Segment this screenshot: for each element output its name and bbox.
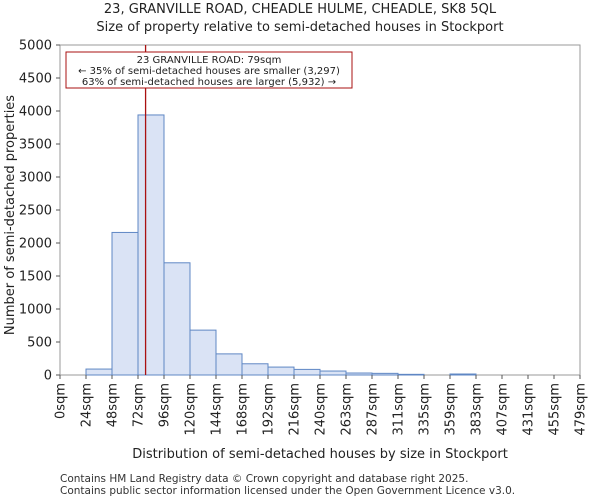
y-tick-label: 3500 bbox=[19, 138, 52, 153]
x-tick-label: 144sqm bbox=[210, 383, 225, 436]
x-tick-label: 335sqm bbox=[418, 383, 433, 436]
histogram-bar bbox=[397, 373, 425, 376]
annotation-line-1: 23 GRANVILLE ROAD: 79sqm bbox=[137, 55, 282, 66]
x-tick-label: 216sqm bbox=[288, 383, 303, 436]
annotation-line-3: 63% of semi-detached houses are larger (… bbox=[82, 77, 336, 88]
histogram-bar bbox=[137, 114, 165, 376]
chart-title: 23, GRANVILLE ROAD, CHEADLE HULME, CHEAD… bbox=[103, 2, 497, 17]
y-tick-label: 3000 bbox=[19, 171, 52, 186]
x-tick-label: 24sqm bbox=[80, 383, 95, 427]
chart-subtitle: Size of property relative to semi-detach… bbox=[96, 20, 504, 35]
x-tick-label: 96sqm bbox=[158, 383, 173, 427]
histogram-bar bbox=[85, 368, 113, 376]
histogram-bar bbox=[241, 363, 269, 376]
y-tick-label: 0 bbox=[44, 369, 52, 384]
histogram-bar bbox=[293, 368, 321, 376]
histogram-bar bbox=[163, 262, 191, 376]
footer-line-1: Contains HM Land Registry data © Crown c… bbox=[60, 473, 469, 485]
y-axis-label: Number of semi-detached properties bbox=[3, 95, 18, 335]
y-tick-label: 2500 bbox=[19, 204, 52, 219]
y-tick-label: 2000 bbox=[19, 237, 52, 252]
histogram-bar bbox=[189, 329, 217, 376]
footer-line-2: Contains public sector information licen… bbox=[60, 485, 516, 497]
x-tick-label: 263sqm bbox=[340, 383, 355, 436]
histogram-bar bbox=[371, 372, 399, 376]
y-tick-label: 5000 bbox=[19, 39, 52, 54]
x-tick-label: 359sqm bbox=[444, 383, 459, 436]
x-tick-label: 431sqm bbox=[522, 383, 537, 436]
x-tick-label: 120sqm bbox=[184, 383, 199, 436]
annotation-line-2: ← 35% of semi-detached houses are smalle… bbox=[78, 66, 340, 77]
y-tick-label: 4000 bbox=[19, 105, 52, 120]
histogram-bar bbox=[319, 370, 347, 376]
x-tick-label: 0sqm bbox=[54, 383, 69, 419]
x-tick-label: 287sqm bbox=[366, 383, 381, 436]
x-tick-label: 383sqm bbox=[470, 383, 485, 436]
x-tick-label: 168sqm bbox=[236, 383, 251, 436]
x-tick-label: 192sqm bbox=[262, 383, 277, 436]
x-tick-label: 48sqm bbox=[106, 383, 121, 427]
x-tick-label: 455sqm bbox=[548, 383, 563, 436]
x-axis-label: Distribution of semi-detached houses by … bbox=[132, 447, 508, 462]
x-tick-label: 240sqm bbox=[314, 383, 329, 436]
y-tick-label: 1000 bbox=[19, 303, 52, 318]
x-tick-label: 479sqm bbox=[574, 383, 589, 436]
y-tick-label: 500 bbox=[27, 336, 52, 351]
histogram-bar bbox=[345, 372, 373, 376]
x-tick-label: 407sqm bbox=[496, 383, 511, 436]
histogram-bar bbox=[215, 353, 243, 376]
histogram-bar bbox=[449, 373, 477, 376]
y-tick-label: 4500 bbox=[19, 72, 52, 87]
x-tick-label: 72sqm bbox=[132, 383, 147, 427]
y-tick-label: 1500 bbox=[19, 270, 52, 285]
histogram-bar bbox=[111, 231, 139, 376]
annotation-box bbox=[65, 51, 353, 89]
histogram-bar bbox=[267, 366, 295, 376]
x-tick-label: 311sqm bbox=[392, 383, 407, 436]
